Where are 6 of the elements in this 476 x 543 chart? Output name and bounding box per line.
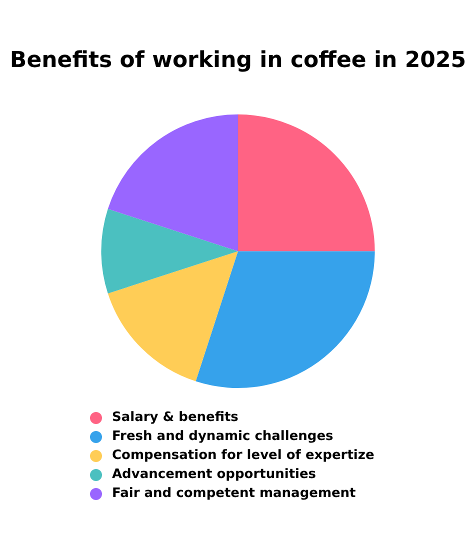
legend-label: Salary & benefits — [112, 410, 238, 425]
legend-label: Compensation for level of expertize — [112, 448, 374, 463]
legend-label: Advancement opportunities — [112, 467, 316, 482]
chart-title: Benefits of working in coffee in 2025 — [10, 48, 466, 73]
legend-label: Fresh and dynamic challenges — [112, 429, 334, 444]
legend-label: Fair and competent management — [112, 486, 356, 501]
